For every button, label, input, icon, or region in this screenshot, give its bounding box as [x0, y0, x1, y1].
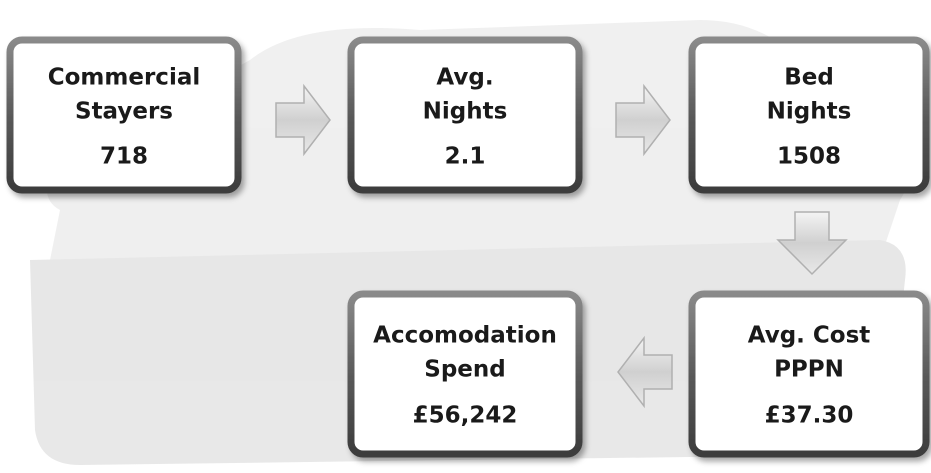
node-label: Avg. [436, 65, 493, 91]
node-label: Nights [767, 99, 852, 125]
node-value: £56,242 [413, 403, 518, 429]
node-label: Stayers [75, 99, 173, 125]
diagram: Commercial Stayers 718 Avg. Nights 2.1 Bed Nigh… [0, 0, 931, 473]
node-label: Avg. Cost [748, 323, 871, 349]
node-value: 718 [100, 144, 148, 170]
node: Avg. Nights 2.1 [351, 40, 579, 190]
node-label: Spend [424, 357, 505, 383]
node-label: PPPN [774, 357, 844, 383]
page: {"nodes": [ {"label": ["Commercial", "St… [0, 0, 931, 473]
node-label: Accomodation [373, 323, 557, 349]
node: Accomodation Spend £56,242 [351, 294, 579, 454]
node-label: Bed [784, 65, 834, 91]
node-value: 2.1 [445, 144, 486, 170]
node-label: Nights [423, 99, 508, 125]
node: Avg. Cost PPPN £37.30 [692, 294, 926, 454]
node: Commercial Stayers 718 [10, 40, 238, 190]
node: Bed Nights 1508 [692, 40, 926, 190]
node-value: £37.30 [765, 403, 854, 429]
node-label: Commercial [48, 65, 200, 91]
node-value: 1508 [777, 144, 841, 170]
